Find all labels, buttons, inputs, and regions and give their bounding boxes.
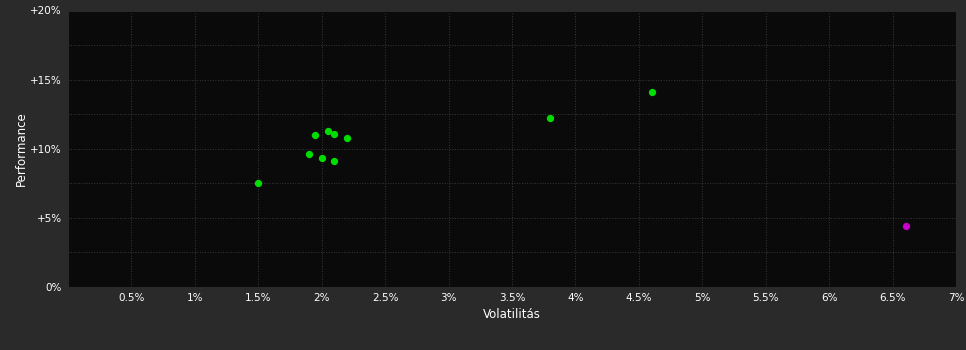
Point [327, 131, 342, 136]
Point [542, 116, 557, 121]
Point [301, 152, 317, 157]
Point [339, 135, 355, 140]
Point [307, 132, 323, 138]
Point [897, 223, 913, 229]
Point [250, 181, 266, 186]
X-axis label: Volatilitás: Volatilitás [483, 308, 541, 321]
Y-axis label: Performance: Performance [14, 111, 28, 186]
Point [320, 128, 335, 134]
Point [327, 159, 342, 164]
Point [644, 89, 660, 95]
Point [314, 156, 329, 161]
